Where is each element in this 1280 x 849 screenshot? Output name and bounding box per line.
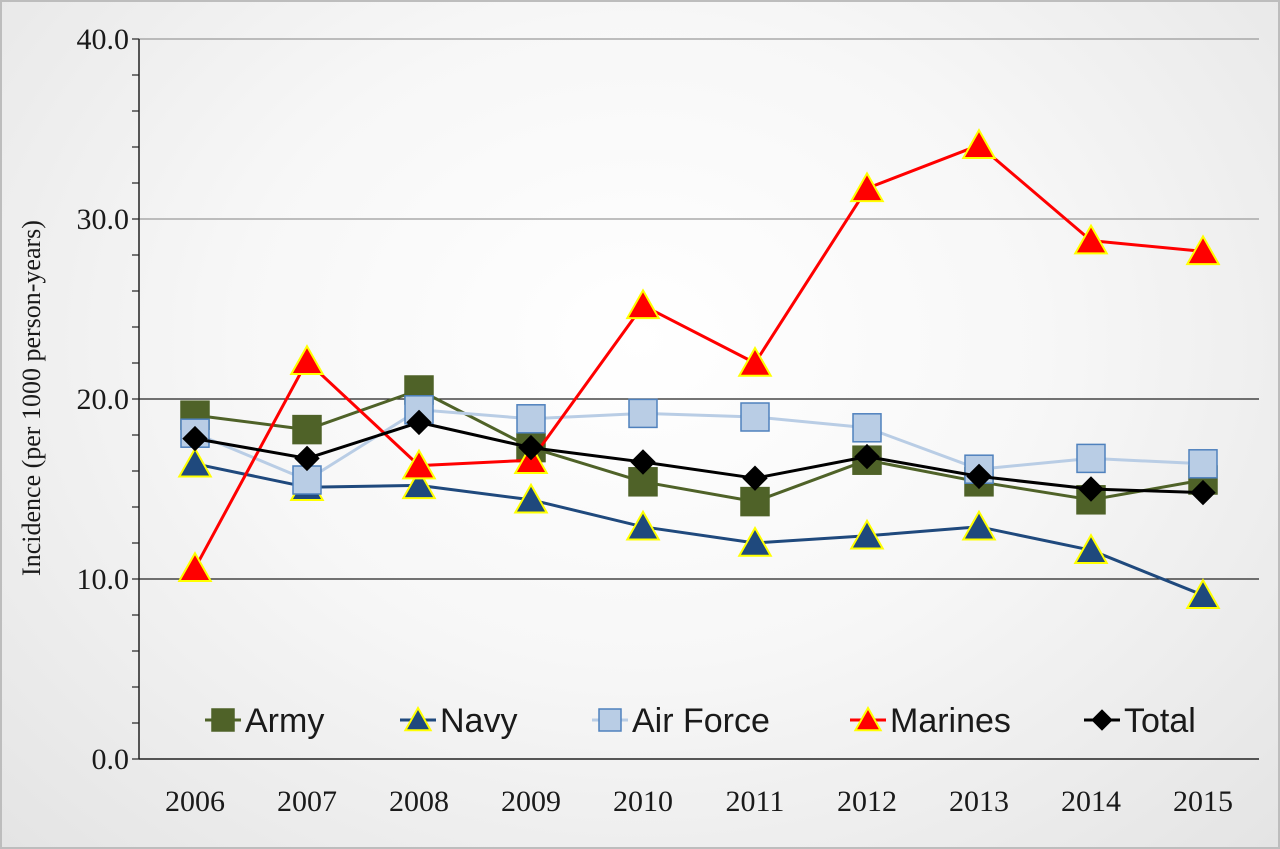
data-point-navy: [177, 446, 213, 478]
legend-label-total: Total: [1124, 702, 1196, 740]
x-tick-label: 2007: [277, 785, 337, 818]
data-point-total: [630, 449, 656, 475]
data-point-marines: [401, 448, 437, 480]
data-point-navy: [1185, 578, 1221, 609]
data-point-air-force: [1188, 449, 1218, 479]
series-air-force: [180, 395, 1218, 495]
legend-label-air-force: Air Force: [632, 702, 770, 740]
data-point-total: [966, 463, 992, 490]
data-point-total: [742, 465, 768, 491]
data-point-total: [294, 445, 320, 472]
data-point-marines: [289, 344, 325, 375]
legend-label-marines: Marines: [890, 702, 1011, 740]
data-point-total: [1078, 476, 1104, 502]
legend-entry-navy: Navy: [400, 702, 517, 740]
data-point-army: [292, 414, 322, 445]
data-point-marines: [737, 345, 773, 377]
series-line-air-force: [194, 408, 1204, 482]
data-point-total: [854, 443, 880, 470]
series-army: [180, 375, 1218, 517]
x-tick-label: 2009: [501, 785, 561, 818]
axis-labels: Incidence (per 1000 person-years): [17, 220, 46, 576]
x-tick-label: 2012: [837, 785, 897, 818]
legend: Army Navy Air Force Marines Total: [205, 702, 1196, 740]
data-point-marines: [1185, 234, 1221, 266]
series-line-navy: [194, 462, 1204, 597]
series-line-army: [194, 388, 1204, 504]
y-tick-label: 10.0: [77, 563, 130, 596]
series-layer: [177, 128, 1221, 609]
data-point-marines: [961, 128, 997, 159]
y-axis-label: Incidence (per 1000 person-years): [17, 220, 46, 576]
data-point-navy: [849, 518, 885, 550]
data-point-air-force: [1076, 443, 1106, 474]
data-point-air-force: [516, 404, 546, 434]
gridlines: [139, 38, 1259, 580]
legend-marker-marines: [853, 705, 883, 732]
legend-marker-total: [1091, 709, 1113, 731]
legend-marker-navy: [403, 705, 433, 732]
legend-entry-marines: Marines: [850, 702, 1011, 740]
data-point-marines: [1073, 223, 1109, 255]
y-tick-label: 30.0: [77, 203, 130, 236]
data-point-total: [518, 434, 544, 461]
data-point-air-force: [852, 413, 882, 443]
x-tick-label: 2011: [726, 785, 785, 818]
y-tick-label: 40.0: [77, 23, 130, 56]
series-marines: [177, 128, 1221, 582]
data-point-marines: [625, 288, 661, 320]
x-tick-label: 2013: [949, 785, 1009, 818]
legend-label-army: Army: [245, 702, 324, 740]
data-point-total: [182, 425, 208, 452]
y-tick-label: 0.0: [92, 743, 130, 776]
data-point-marines: [849, 171, 885, 203]
data-point-air-force: [628, 398, 658, 429]
legend-marker-army: [211, 708, 235, 732]
data-point-total: [1190, 479, 1216, 506]
data-point-army: [740, 486, 770, 517]
data-point-air-force: [740, 402, 770, 432]
series-navy: [177, 446, 1221, 609]
data-point-navy: [625, 509, 661, 541]
axes: 0.0 10.0 20.0 30.0 40.0 2006 2007 2008 2009 2010 2…: [77, 23, 1259, 818]
data-point-navy: [513, 482, 549, 514]
series-total: [182, 409, 1216, 506]
x-tick-label: 2006: [165, 785, 225, 818]
legend-entry-total: Total: [1084, 702, 1196, 740]
legend-entry-air-force: Air Force: [592, 702, 770, 740]
data-point-navy: [737, 525, 773, 557]
legend-label-navy: Navy: [440, 702, 517, 740]
legend-entry-army: Army: [205, 702, 324, 740]
x-tick-label: 2010: [613, 785, 673, 818]
data-point-total: [406, 409, 432, 436]
x-tick-label: 2015: [1173, 785, 1233, 818]
data-point-marines: [177, 551, 213, 582]
legend-marker-air-force: [598, 708, 622, 732]
data-point-navy: [1073, 533, 1109, 564]
series-line-marines: [193, 143, 1204, 569]
x-tick-label: 2008: [389, 785, 449, 818]
data-point-navy: [961, 509, 997, 541]
data-point-navy: [401, 468, 437, 500]
series-line-total: [194, 420, 1204, 495]
y-tick-label: 20.0: [77, 383, 130, 416]
x-tick-label: 2014: [1061, 785, 1121, 818]
